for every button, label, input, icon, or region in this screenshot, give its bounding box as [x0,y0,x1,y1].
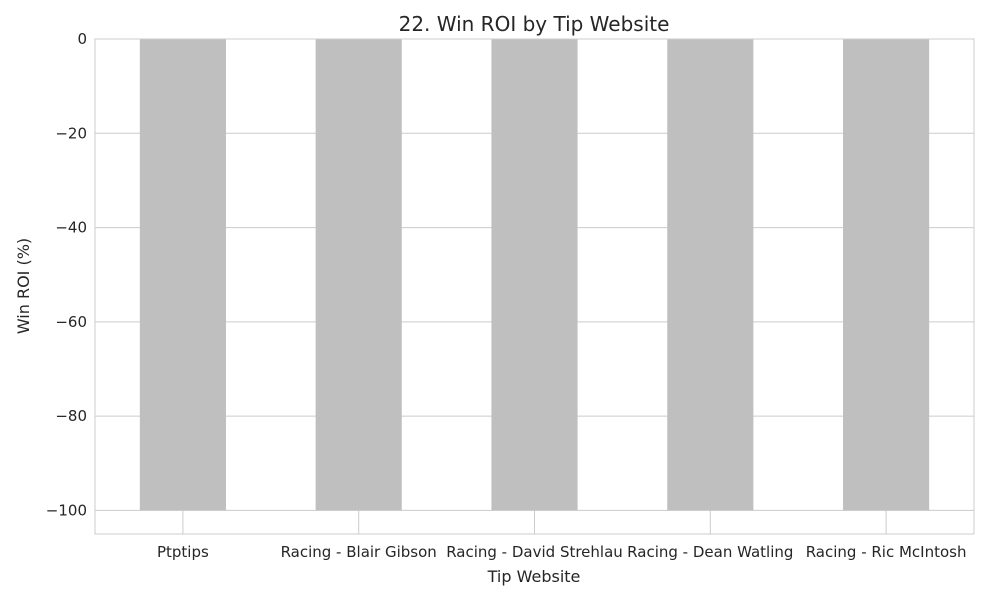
y-tick-label: −100 [46,501,87,519]
y-tick-label: −60 [55,313,87,331]
y-tick-label: −40 [55,219,87,237]
y-tick-label: −20 [55,124,87,142]
bar-3 [667,39,754,511]
bar-4 [843,39,930,511]
y-tick-label: −80 [55,407,87,425]
x-tick-label: Racing - Dean Watling [627,543,793,561]
plot-frame [94,38,975,535]
x-axis-ticks: Ptptips Racing - Blair Gibson Racing - Dav… [157,543,967,561]
x-tick-label: Racing - Ric McIntosh [806,543,967,561]
chart-title: 22. Win ROI by Tip Website [399,12,670,36]
x-axis-label: Tip Website [487,567,581,586]
x-tick-label: Ptptips [157,543,209,561]
x-tick-label: Racing - David Strehlau [446,543,623,561]
y-axis-label: Win ROI (%) [14,238,33,334]
bars [139,39,930,511]
y-axis-ticks: 0 −20 −40 −60 −80 −100 [46,30,87,519]
x-tick-label: Racing - Blair Gibson [281,543,437,561]
y-tick-label: 0 [77,30,87,48]
bar-2 [491,39,578,511]
bar-0 [139,39,226,511]
bar-1 [315,39,402,511]
